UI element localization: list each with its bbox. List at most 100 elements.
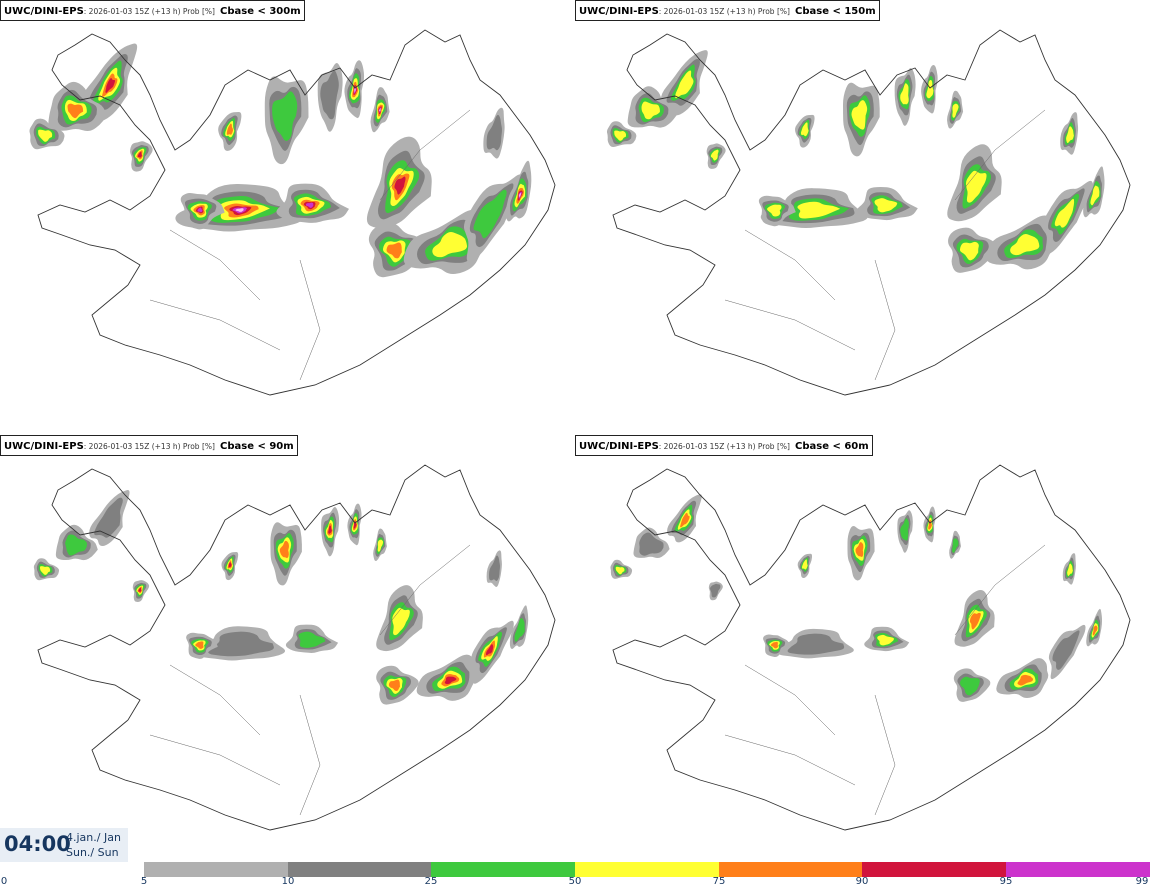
legend-swatch (1006, 862, 1150, 877)
probability-contour (377, 539, 384, 552)
map-panel-cbase-300m: UWC/DINI-EPS: 2026-01-03 15Z (+13 h) Pro… (0, 0, 575, 435)
threshold-label: Cbase < 90m (220, 441, 294, 452)
probability-contour (197, 207, 203, 213)
probability-contour (279, 540, 289, 559)
panel-title: UWC/DINI-EPS: 2026-01-03 15Z (+13 h) Pro… (0, 0, 305, 21)
legend-swatch (431, 862, 575, 877)
coastline (37, 29, 556, 396)
probability-contour (432, 231, 468, 258)
map-panel-cbase-90m: UWC/DINI-EPS: 2026-01-03 15Z (+13 h) Pro… (0, 435, 575, 870)
panel-title: UWC/DINI-EPS: 2026-01-03 15Z (+13 h) Pro… (575, 435, 873, 456)
probability-contour (379, 108, 381, 112)
probability-contour (388, 679, 400, 692)
run-info: : 2026-01-03 15Z (+13 h) Prob [%] (658, 442, 790, 451)
legend-tick-label: 25 (424, 876, 438, 887)
legend-tick-label: 50 (568, 876, 582, 887)
probability-contour (800, 122, 809, 137)
probability-contour (38, 129, 53, 142)
legend-tick-label: 75 (712, 876, 726, 887)
probability-contour (710, 583, 721, 598)
probability-contour (615, 566, 625, 575)
legend-tick-label: 10 (281, 876, 295, 887)
probability-contour (386, 242, 402, 259)
probability-contour (851, 100, 868, 130)
coastline (37, 464, 556, 831)
probability-contour (801, 559, 808, 570)
probability-field (29, 43, 532, 278)
probability-contour (952, 103, 959, 118)
probability-contour (320, 70, 339, 120)
probability-contour (1052, 630, 1080, 670)
probability-contour (519, 193, 522, 198)
map-panel-cbase-150m: UWC/DINI-EPS: 2026-01-03 15Z (+13 h) Pro… (575, 0, 1150, 435)
probability-contour (40, 566, 51, 575)
probability-contour (787, 633, 845, 655)
legend-swatch (288, 862, 431, 877)
probability-contour (228, 561, 232, 568)
probability-contour (489, 555, 501, 581)
model-name: UWC/DINI-EPS (4, 6, 84, 17)
run-info: : 2026-01-03 15Z (+13 h) Prob [%] (83, 7, 215, 16)
threshold-label: Cbase < 300m (220, 6, 301, 17)
valid-date-line1: 4.jan./ Jan (66, 831, 121, 844)
run-info: : 2026-01-03 15Z (+13 h) Prob [%] (83, 442, 215, 451)
probability-contour (969, 612, 981, 630)
probability-contour (226, 123, 233, 135)
probability-field (610, 494, 1103, 702)
probability-contour (67, 103, 84, 119)
legend-tick-label: 95 (999, 876, 1013, 887)
valid-time-box: 04:00 4.jan./ Jan Sun./ Sun (0, 828, 128, 862)
legend-tick-label: 99 (1135, 876, 1149, 887)
probability-contour (960, 676, 980, 696)
color-scale-legend: 0 5 10 25 50 75 90 95 99 (0, 862, 1150, 891)
probability-contour (444, 676, 457, 685)
panel-title: UWC/DINI-EPS: 2026-01-03 15Z (+13 h) Pro… (0, 435, 298, 456)
probability-contour (94, 497, 123, 538)
probability-contour (298, 631, 326, 648)
probability-contour (675, 70, 694, 99)
probability-contour (926, 79, 934, 99)
probability-contour (208, 631, 274, 657)
probability-contour (966, 170, 987, 203)
probability-contour (680, 512, 690, 528)
probability-contour (354, 88, 356, 93)
probability-contour (952, 538, 959, 553)
probability-contour (877, 634, 894, 646)
probability-contour (959, 241, 979, 261)
probability-contour (614, 130, 627, 141)
panel-title: UWC/DINI-EPS: 2026-01-03 15Z (+13 h) Pro… (575, 0, 880, 21)
region-borders (724, 109, 1046, 381)
legend-swatch (719, 862, 862, 877)
probability-contour (65, 534, 87, 556)
iceland-map (33, 464, 556, 831)
probability-contour (1010, 234, 1040, 256)
probability-contour (1090, 185, 1100, 206)
probability-contour (235, 208, 244, 212)
map-panel-cbase-60m: UWC/DINI-EPS: 2026-01-03 15Z (+13 h) Pro… (575, 435, 1150, 870)
coastline (612, 29, 1131, 396)
region-borders (724, 544, 1046, 816)
probability-contour (797, 201, 841, 219)
probability-contour (767, 204, 782, 217)
probability-contour (105, 78, 116, 93)
probability-contour (195, 641, 204, 649)
threshold-label: Cbase < 60m (795, 441, 869, 452)
valid-date-line2: Sun./ Sun (66, 846, 119, 859)
iceland-map (610, 464, 1131, 831)
probability-contour (900, 83, 909, 105)
probability-contour (900, 518, 909, 541)
probability-field (606, 50, 1105, 273)
probability-contour (486, 644, 494, 656)
probability-contour (392, 607, 410, 636)
probability-contour (473, 189, 507, 239)
probability-contour (353, 521, 357, 529)
model-name: UWC/DINI-EPS (4, 441, 84, 452)
legend-tick-label: 0 (0, 876, 8, 887)
probability-contour (486, 114, 502, 151)
probability-contour (1054, 198, 1075, 228)
legend-tick-label: 5 (140, 876, 148, 887)
probability-contour (137, 151, 142, 158)
run-info: : 2026-01-03 15Z (+13 h) Prob [%] (658, 7, 790, 16)
legend-swatch (144, 862, 288, 877)
probability-contour (639, 532, 664, 556)
